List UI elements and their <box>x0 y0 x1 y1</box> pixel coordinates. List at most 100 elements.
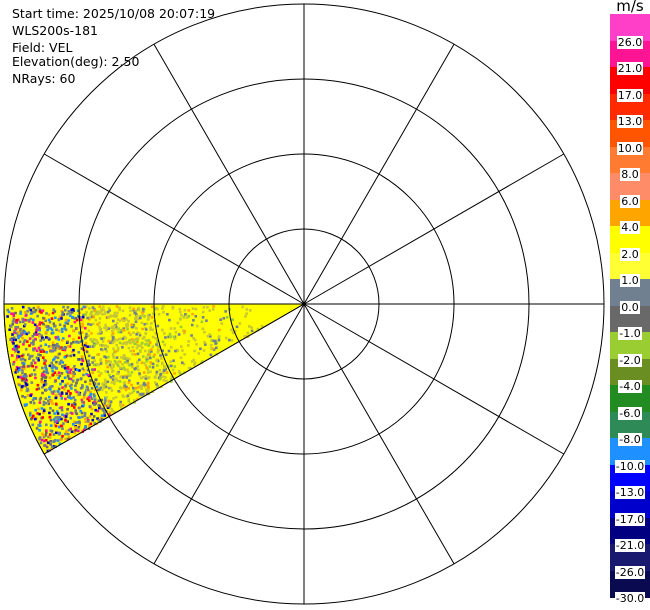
sector-gate <box>103 411 106 415</box>
sector-gate <box>105 391 108 394</box>
sector-gate <box>104 347 107 351</box>
sector-gate <box>160 357 163 360</box>
sector-gate <box>89 390 92 394</box>
sector-gate <box>166 313 169 316</box>
sector-gate <box>161 375 164 378</box>
sector-gate <box>69 377 73 381</box>
sector-gate <box>77 341 80 344</box>
sector-gate <box>53 365 57 369</box>
sector-gate <box>68 396 71 400</box>
sector-gate <box>51 349 55 353</box>
sector-gate <box>76 368 79 372</box>
sector-gate <box>55 420 58 423</box>
sector-gate <box>53 418 56 421</box>
sector-gate <box>156 339 160 343</box>
sector-gate <box>111 331 115 335</box>
sector-gate <box>161 305 165 308</box>
sector-gate <box>109 360 112 364</box>
sector-gate <box>224 310 227 313</box>
sector-gate <box>212 339 216 343</box>
sector-gate <box>143 349 147 353</box>
sector-gate <box>80 347 84 350</box>
sector-gate <box>49 385 52 389</box>
sector-gate <box>31 423 35 427</box>
sector-gate <box>203 330 206 334</box>
sector-gate <box>29 414 32 417</box>
sector-gate <box>111 378 115 381</box>
sector-gate <box>87 396 91 399</box>
sector-gate <box>153 353 156 357</box>
sector-gate <box>37 407 40 411</box>
sector-gate <box>146 314 150 317</box>
sector-gate <box>134 387 138 390</box>
sector-gate <box>9 324 12 328</box>
sector-gate <box>107 327 111 330</box>
sector-gate <box>69 416 73 420</box>
sector-gate <box>109 365 112 369</box>
sector-gate <box>146 388 150 392</box>
sector-gate <box>63 346 67 349</box>
sector-gate <box>183 330 186 333</box>
sector-gate <box>55 360 58 364</box>
sector-gate <box>21 395 24 398</box>
sector-gate <box>164 376 167 379</box>
sector-gate <box>72 370 75 374</box>
sector-gate <box>126 394 130 397</box>
sector-gate <box>60 408 64 412</box>
sector-gate <box>174 349 177 353</box>
sector-gate <box>90 337 93 341</box>
sector-gate <box>41 432 44 436</box>
sector-gate <box>112 347 115 350</box>
sector-gate <box>81 357 84 360</box>
sector-gate <box>72 348 75 352</box>
sector-gate <box>126 324 130 328</box>
sector-gate <box>52 308 55 311</box>
sector-gate <box>93 309 97 312</box>
sector-gate <box>74 388 77 392</box>
sector-gate <box>38 328 42 332</box>
sector-gate <box>201 360 204 363</box>
sector-gate <box>205 319 208 322</box>
sector-gate <box>115 322 119 325</box>
sector-gate <box>142 392 145 396</box>
sector-gate <box>244 315 247 318</box>
sector-gate <box>171 368 175 372</box>
sector-gate <box>119 375 122 379</box>
azimuth-spoke-330 <box>153 43 305 305</box>
sector-gate <box>86 416 89 420</box>
sector-gate <box>51 369 54 373</box>
sector-gate <box>34 331 38 334</box>
sector-gate <box>78 331 81 334</box>
sector-gate <box>141 327 144 331</box>
sector-gate <box>78 416 81 419</box>
sector-gate <box>68 394 72 397</box>
sector-gate <box>231 331 235 335</box>
sector-gate <box>45 325 49 329</box>
sector-gate <box>75 390 78 394</box>
sector-gate <box>82 369 86 372</box>
sector-gate <box>24 314 28 317</box>
sector-gate <box>212 348 216 351</box>
sector-gate <box>145 357 149 361</box>
sector-gate <box>54 346 58 350</box>
sector-gate <box>38 334 41 338</box>
sector-gate <box>57 345 61 348</box>
sector-gate <box>20 385 24 389</box>
sector-gate <box>245 308 249 311</box>
sector-gate <box>102 386 106 390</box>
sector-gate <box>209 353 213 357</box>
sector-gate <box>55 367 58 370</box>
sector-gate <box>173 372 176 375</box>
sector-gate <box>56 439 60 442</box>
sector-gate <box>49 388 52 391</box>
sector-gate <box>60 317 63 320</box>
sector-gate <box>15 349 18 353</box>
sector-gate <box>43 373 46 377</box>
sector-gate <box>54 316 57 320</box>
sector-gate <box>45 312 48 315</box>
sector-gate <box>143 323 147 326</box>
sector-gate <box>112 336 115 339</box>
sector-gate <box>60 327 64 331</box>
sector-gate <box>97 399 101 403</box>
sector-gate <box>42 383 46 387</box>
